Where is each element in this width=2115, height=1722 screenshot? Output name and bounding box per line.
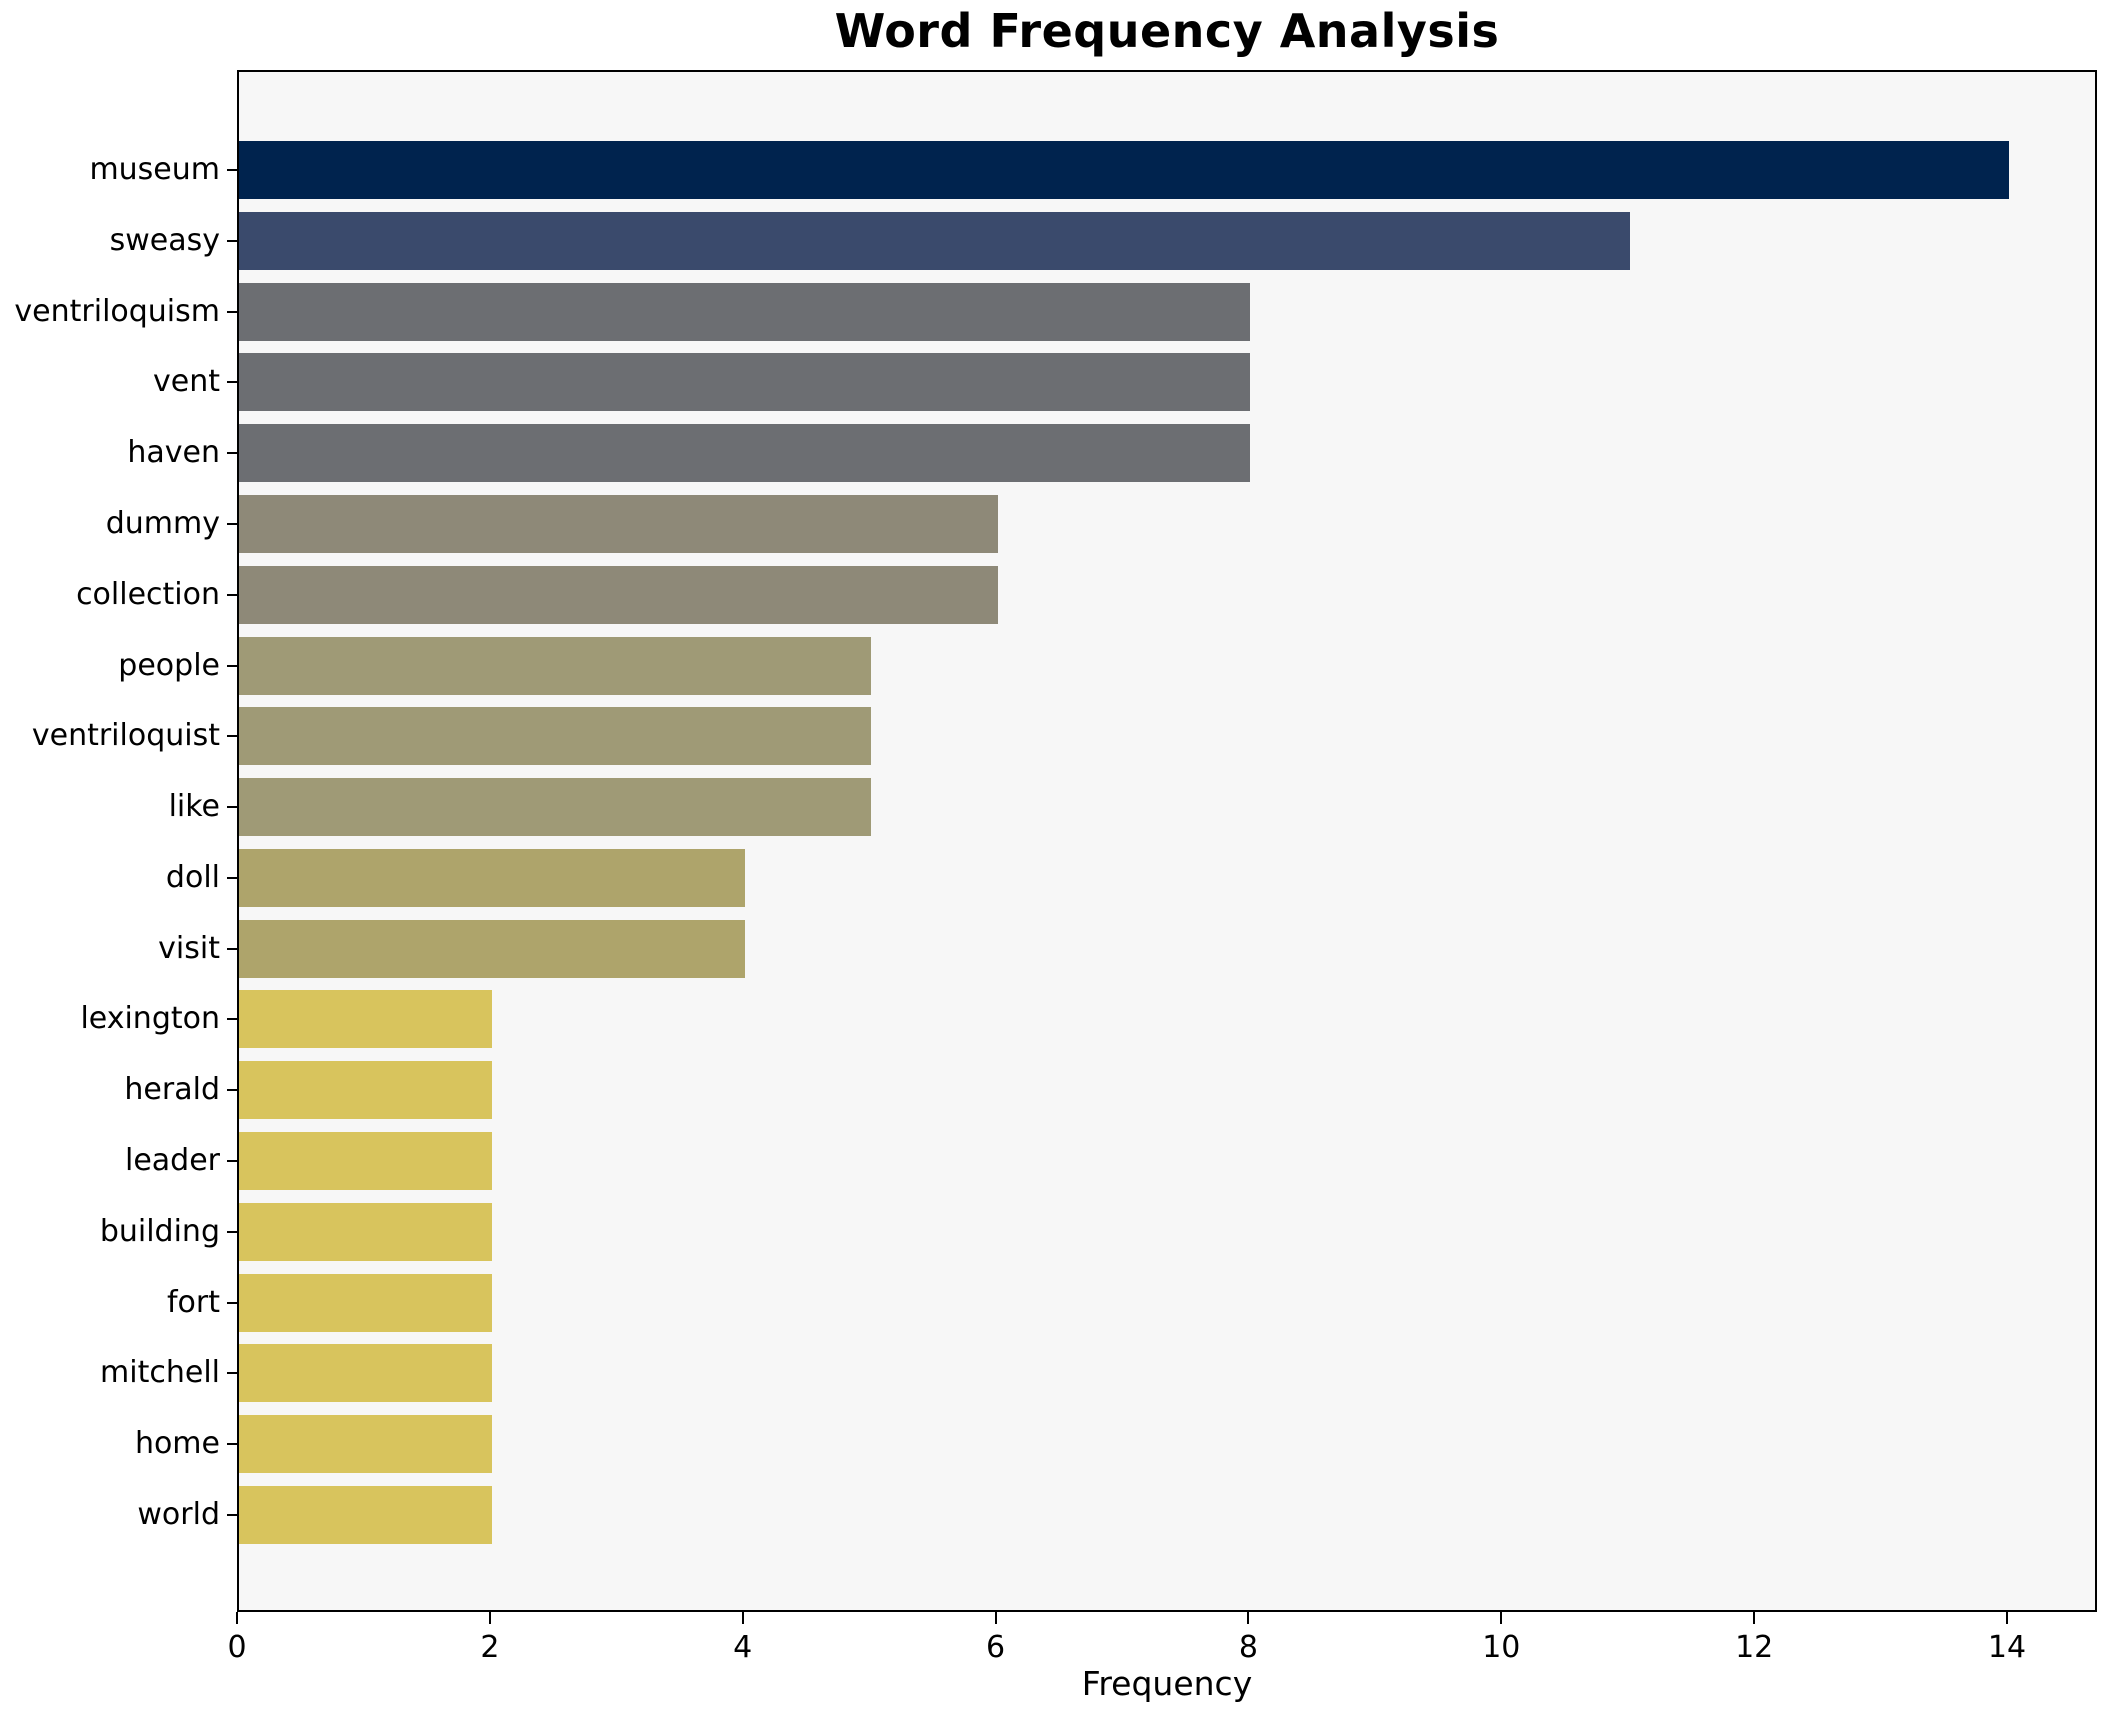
bar-lexington <box>239 990 492 1049</box>
x-axis-label: Frequency <box>1081 1664 1253 1703</box>
x-tick-label: 0 <box>227 1630 247 1665</box>
y-label-home: home <box>134 1426 220 1462</box>
y-tick <box>227 239 237 242</box>
bar-sweasy <box>239 211 1630 270</box>
bar-like <box>239 778 872 837</box>
bar-people <box>239 636 872 695</box>
y-label-dummy: dummy <box>105 505 220 541</box>
x-tick <box>994 1612 997 1624</box>
x-tick <box>236 1612 238 1624</box>
y-tick <box>227 735 237 738</box>
y-tick <box>227 381 237 384</box>
bar-visit <box>239 919 745 978</box>
y-tick <box>227 522 237 525</box>
y-label-mitchell: mitchell <box>100 1355 220 1391</box>
bar-museum <box>239 141 2010 199</box>
y-label-building: building <box>99 1213 220 1249</box>
bar-herald <box>239 1061 492 1120</box>
y-tick <box>227 1301 237 1304</box>
y-label-ventriloquist: ventriloquist <box>31 718 220 754</box>
y-tick <box>227 1443 237 1446</box>
x-tick-label: 4 <box>733 1630 753 1665</box>
y-label-fort: fort <box>166 1284 220 1320</box>
x-tick-label: 10 <box>1482 1630 1521 1665</box>
y-label-world: world <box>137 1497 220 1532</box>
y-tick <box>227 664 237 667</box>
bar-building <box>239 1202 492 1261</box>
y-tick <box>227 452 237 455</box>
x-tick-label: 2 <box>480 1630 500 1665</box>
x-tick <box>741 1612 744 1624</box>
bar-dummy <box>239 494 998 553</box>
x-tick <box>2006 1612 2009 1624</box>
bar-vent <box>239 353 1251 412</box>
y-tick <box>227 310 237 313</box>
bar-leader <box>239 1132 492 1191</box>
bar-home <box>239 1415 492 1474</box>
x-tick <box>1247 1612 1250 1624</box>
y-tick <box>227 169 237 171</box>
x-tick <box>1500 1612 1503 1624</box>
bar-mitchell <box>239 1344 492 1403</box>
y-label-ventriloquism: ventriloquism <box>14 293 220 329</box>
y-tick <box>227 806 237 809</box>
y-label-museum: museum <box>89 152 220 187</box>
x-tick-label: 6 <box>986 1630 1006 1665</box>
y-label-haven: haven <box>127 435 220 471</box>
y-label-lexington: lexington <box>80 1001 220 1037</box>
bar-doll <box>239 848 745 907</box>
chart-title: Word Frequency Analysis <box>834 4 1500 58</box>
bar-collection <box>239 565 998 624</box>
plot-area <box>237 70 2097 1612</box>
x-tick-label: 14 <box>1987 1630 2027 1665</box>
x-tick <box>1753 1612 1756 1624</box>
y-tick <box>227 1514 237 1516</box>
y-label-sweasy: sweasy <box>109 222 220 258</box>
y-label-doll: doll <box>165 859 220 895</box>
bar-world <box>239 1486 492 1544</box>
y-tick <box>227 593 237 596</box>
x-tick-label: 12 <box>1735 1630 1774 1665</box>
bar-fort <box>239 1273 492 1332</box>
y-tick <box>227 1160 237 1163</box>
bar-ventriloquist <box>239 707 872 766</box>
x-tick <box>488 1612 491 1624</box>
y-label-vent: vent <box>153 364 220 400</box>
y-label-collection: collection <box>76 576 220 612</box>
y-tick <box>227 1372 237 1375</box>
y-label-leader: leader <box>124 1143 220 1179</box>
bar-ventriloquism <box>239 282 1251 341</box>
bar-haven <box>239 424 1251 483</box>
y-tick <box>227 1018 237 1021</box>
y-tick <box>227 947 237 950</box>
y-tick <box>227 876 237 879</box>
y-label-like: like <box>168 789 220 825</box>
y-label-herald: herald <box>124 1072 220 1108</box>
x-tick-label: 8 <box>1238 1630 1258 1665</box>
y-tick <box>227 1230 237 1233</box>
y-tick <box>227 1089 237 1092</box>
y-label-people: people <box>118 647 220 683</box>
y-label-visit: visit <box>158 930 220 966</box>
